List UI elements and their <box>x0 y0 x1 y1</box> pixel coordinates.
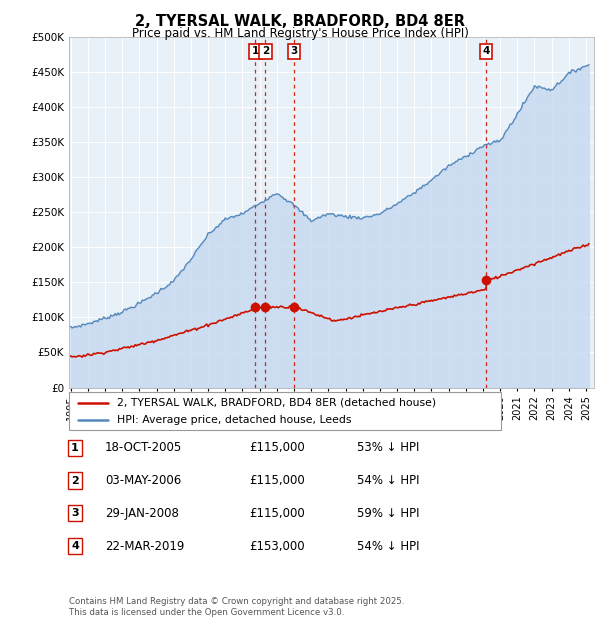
Text: 54% ↓ HPI: 54% ↓ HPI <box>357 474 419 487</box>
Text: HPI: Average price, detached house, Leeds: HPI: Average price, detached house, Leed… <box>116 415 351 425</box>
Text: £153,000: £153,000 <box>249 540 305 552</box>
Text: Contains HM Land Registry data © Crown copyright and database right 2025.
This d: Contains HM Land Registry data © Crown c… <box>69 598 404 617</box>
Text: £115,000: £115,000 <box>249 507 305 520</box>
Text: £115,000: £115,000 <box>249 441 305 454</box>
Text: 4: 4 <box>482 46 490 56</box>
Text: 1: 1 <box>252 46 259 56</box>
Text: 03-MAY-2006: 03-MAY-2006 <box>105 474 181 487</box>
Text: 2: 2 <box>262 46 269 56</box>
Text: 2, TYERSAL WALK, BRADFORD, BD4 8ER: 2, TYERSAL WALK, BRADFORD, BD4 8ER <box>135 14 465 29</box>
FancyBboxPatch shape <box>69 392 501 430</box>
Text: 18-OCT-2005: 18-OCT-2005 <box>105 441 182 454</box>
Text: 1: 1 <box>71 443 79 453</box>
Text: 54% ↓ HPI: 54% ↓ HPI <box>357 540 419 552</box>
Text: 2, TYERSAL WALK, BRADFORD, BD4 8ER (detached house): 2, TYERSAL WALK, BRADFORD, BD4 8ER (deta… <box>116 398 436 408</box>
Text: 29-JAN-2008: 29-JAN-2008 <box>105 507 179 520</box>
Text: 22-MAR-2019: 22-MAR-2019 <box>105 540 184 552</box>
Text: 3: 3 <box>71 508 79 518</box>
Text: £115,000: £115,000 <box>249 474 305 487</box>
Text: 3: 3 <box>290 46 298 56</box>
Text: 2: 2 <box>71 476 79 485</box>
Text: 59% ↓ HPI: 59% ↓ HPI <box>357 507 419 520</box>
Text: 4: 4 <box>71 541 79 551</box>
Text: Price paid vs. HM Land Registry's House Price Index (HPI): Price paid vs. HM Land Registry's House … <box>131 27 469 40</box>
Text: 53% ↓ HPI: 53% ↓ HPI <box>357 441 419 454</box>
